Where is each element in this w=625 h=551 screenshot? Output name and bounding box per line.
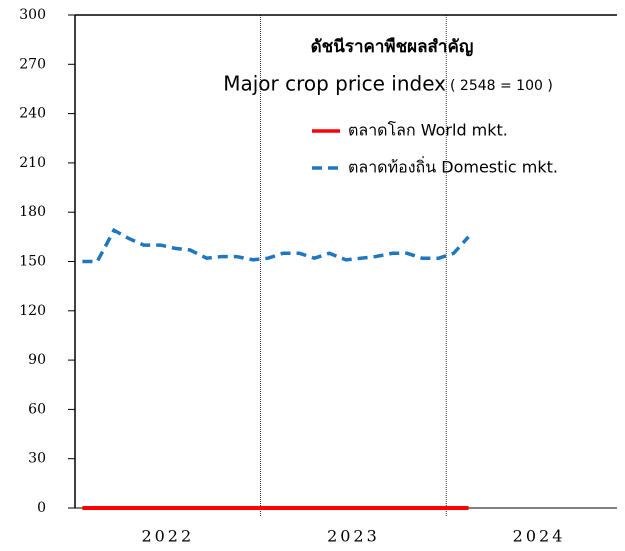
x-tick-label: 2022 bbox=[141, 527, 194, 546]
chart-subtitle: Major crop price index bbox=[223, 72, 446, 96]
y-tick-label: 270 bbox=[19, 56, 46, 72]
x-tick-label: 2023 bbox=[327, 527, 380, 546]
x-tick-label: 2024 bbox=[513, 527, 566, 546]
legend-label: ตลาดโลก World mkt. bbox=[348, 121, 508, 140]
y-tick-label: 90 bbox=[28, 352, 46, 368]
y-tick-label: 60 bbox=[28, 401, 46, 417]
y-tick-label: 300 bbox=[19, 7, 46, 23]
chart-title: ดัชนีราคาพืชผลสำคัญ bbox=[311, 36, 474, 57]
y-tick-label: 240 bbox=[19, 106, 46, 122]
y-tick-label: 30 bbox=[28, 451, 46, 467]
series-line bbox=[82, 227, 470, 264]
subtitle-note: ( 2548 = 100 ) bbox=[450, 78, 553, 94]
y-tick-label: 120 bbox=[19, 303, 46, 319]
y-tick-label: 180 bbox=[19, 204, 46, 220]
legend-label: ตลาดท้องถิ่น Domestic mkt. bbox=[348, 156, 558, 177]
y-tick-label: 210 bbox=[19, 155, 46, 171]
y-tick-label: 150 bbox=[19, 254, 46, 270]
y-tick-label: 0 bbox=[37, 500, 46, 516]
